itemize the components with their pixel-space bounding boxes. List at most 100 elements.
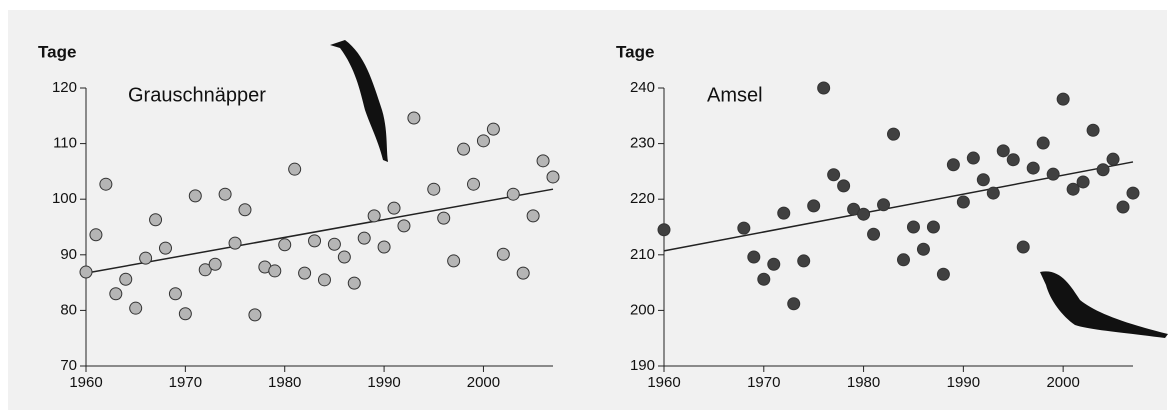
y-tick-label: 190: [630, 357, 655, 374]
data-point: [388, 202, 400, 214]
y-tick-label: 220: [630, 190, 655, 207]
data-point: [289, 163, 301, 175]
data-point: [738, 222, 750, 234]
data-point: [1027, 162, 1039, 174]
data-point: [159, 242, 171, 254]
data-point: [140, 252, 152, 264]
data-point: [778, 207, 790, 219]
data-point: [808, 200, 820, 212]
data-point: [249, 309, 261, 321]
data-point: [130, 302, 142, 314]
data-point: [239, 204, 251, 216]
data-point: [888, 128, 900, 140]
data-point: [309, 235, 321, 247]
x-tick-label: 1970: [747, 374, 780, 391]
data-point: [279, 239, 291, 251]
data-point: [838, 180, 850, 192]
data-point: [1127, 187, 1139, 199]
panel-background: [8, 10, 1167, 410]
data-point: [229, 237, 241, 249]
x-tick-label: 1990: [947, 374, 980, 391]
data-point: [517, 267, 529, 279]
data-point: [428, 183, 440, 195]
y-tick-label: 110: [53, 135, 77, 152]
data-point: [997, 145, 1009, 157]
data-point: [189, 190, 201, 202]
data-point: [328, 238, 340, 250]
data-point: [937, 268, 949, 280]
x-tick-label: 1960: [69, 374, 102, 391]
data-point: [927, 221, 939, 233]
y-tick-label: 240: [630, 79, 655, 96]
data-point: [527, 210, 539, 222]
data-point: [1087, 124, 1099, 136]
data-point: [398, 220, 410, 232]
x-tick-label: 1990: [367, 374, 400, 391]
data-point: [507, 188, 519, 200]
data-point: [658, 224, 670, 236]
data-point: [448, 255, 460, 267]
data-point: [1117, 201, 1129, 213]
data-point: [1097, 164, 1109, 176]
data-point: [378, 241, 390, 253]
data-point: [868, 228, 880, 240]
data-point: [487, 123, 499, 135]
y-axis-label: Tage: [38, 42, 76, 61]
data-point: [907, 221, 919, 233]
data-point: [1037, 137, 1049, 149]
data-point: [80, 266, 92, 278]
data-point: [947, 159, 959, 171]
data-point: [100, 178, 112, 190]
data-point: [497, 248, 509, 260]
x-tick-label: 1970: [169, 374, 202, 391]
chart-title: Grauschnäpper: [128, 84, 266, 106]
data-point: [338, 251, 350, 263]
data-point: [458, 143, 470, 155]
y-axis-label: Tage: [616, 42, 654, 61]
data-point: [1017, 241, 1029, 253]
data-point: [209, 258, 221, 270]
figure: TageGrauschnäpper70809010011012019601970…: [0, 0, 1175, 419]
data-point: [537, 155, 549, 167]
data-point: [768, 258, 780, 270]
data-point: [1007, 154, 1019, 166]
data-point: [150, 214, 162, 226]
data-point: [269, 265, 281, 277]
x-tick-label: 2000: [1046, 374, 1079, 391]
data-point: [828, 169, 840, 181]
data-point: [1067, 183, 1079, 195]
data-point: [977, 174, 989, 186]
data-point: [358, 232, 370, 244]
y-tick-label: 200: [630, 301, 655, 318]
y-tick-label: 100: [52, 190, 77, 207]
y-tick-label: 90: [60, 246, 77, 263]
data-point: [1057, 93, 1069, 105]
data-point: [547, 171, 559, 183]
data-point: [318, 274, 330, 286]
data-point: [858, 208, 870, 220]
data-point: [748, 251, 760, 263]
data-point: [878, 199, 890, 211]
data-point: [1047, 168, 1059, 180]
data-point: [468, 178, 480, 190]
data-point: [917, 243, 929, 255]
data-point: [408, 112, 420, 124]
chart-title: Amsel: [707, 84, 763, 106]
data-point: [897, 254, 909, 266]
data-point: [368, 210, 380, 222]
data-point: [120, 273, 132, 285]
data-point: [110, 288, 122, 300]
data-point: [219, 188, 231, 200]
y-tick-label: 120: [52, 79, 77, 96]
data-point: [438, 212, 450, 224]
data-point: [477, 135, 489, 147]
x-tick-label: 2000: [467, 374, 500, 391]
data-point: [179, 308, 191, 320]
data-point: [90, 229, 102, 241]
y-tick-label: 210: [630, 246, 655, 263]
data-point: [798, 255, 810, 267]
x-tick-label: 1960: [647, 374, 680, 391]
x-tick-label: 1980: [847, 374, 880, 391]
data-point: [788, 298, 800, 310]
data-point: [1077, 176, 1089, 188]
